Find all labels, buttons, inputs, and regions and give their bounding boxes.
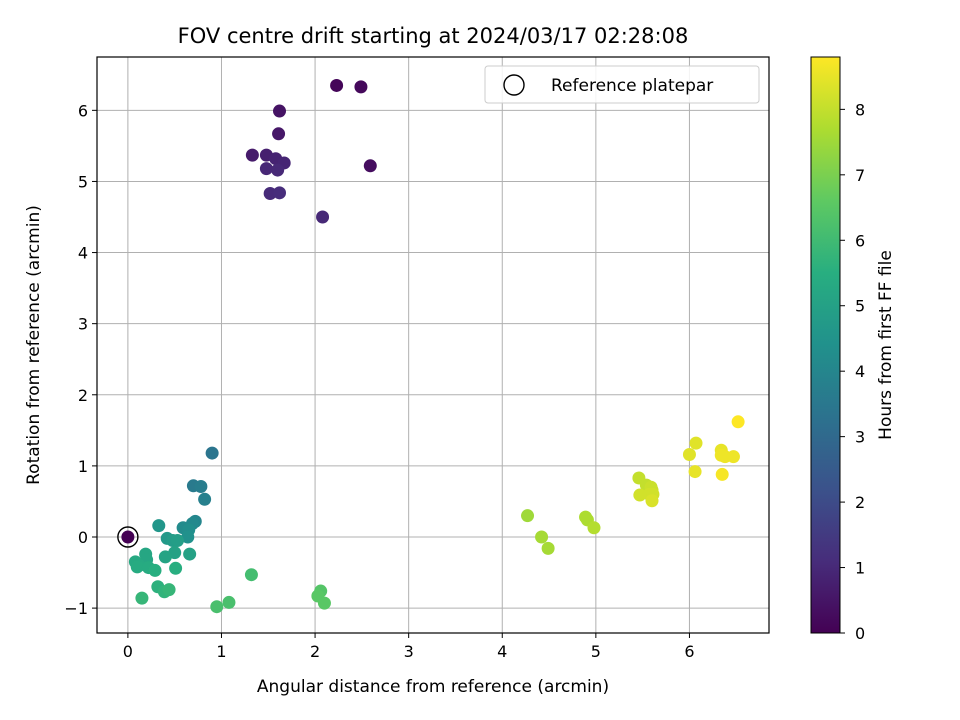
x-tick-label: 5: [591, 642, 601, 661]
data-point: [183, 547, 197, 561]
colorbar-label: Hours from first FF file: [876, 250, 896, 440]
y-tick-label: 6: [78, 101, 88, 120]
colorbar-tick-label: 8: [855, 100, 865, 119]
x-tick-label: 6: [684, 642, 694, 661]
legend-label-reference: Reference platepar: [551, 76, 713, 96]
data-point: [152, 519, 166, 533]
data-point: [330, 78, 344, 92]
y-tick-label: 0: [78, 528, 88, 547]
x-tick-label: 2: [310, 642, 320, 661]
chart-title: FOV centre drift starting at 2024/03/17 …: [178, 24, 689, 48]
data-point: [272, 127, 286, 141]
data-point: [354, 80, 368, 94]
data-point: [271, 163, 285, 177]
data-point: [363, 159, 377, 173]
reference-point-marker: [117, 526, 139, 548]
data-point: [210, 600, 224, 614]
data-point: [587, 521, 601, 535]
data-point: [726, 450, 740, 464]
data-point: [181, 530, 195, 544]
colorbar-tick-label: 5: [855, 297, 865, 316]
data-point: [130, 560, 144, 574]
data-point: [148, 563, 162, 577]
data-point: [682, 448, 696, 462]
data-point: [689, 436, 703, 450]
legend: Reference platepar: [484, 65, 760, 104]
data-point: [715, 467, 729, 481]
data-point: [688, 465, 702, 479]
colorbar-ticks: 0 1 2 3 4 5 6 7 8: [840, 100, 865, 643]
x-axis-label: Angular distance from reference (arcmin): [257, 677, 609, 697]
y-tick-label: 4: [78, 244, 88, 263]
data-point: [170, 534, 184, 548]
legend-box: [484, 65, 760, 104]
colorbar-tick-label: 1: [855, 559, 865, 578]
plot-area-frame: [96, 56, 770, 634]
colorbar-tick-label: 0: [855, 624, 865, 643]
y-tick-label: 5: [78, 172, 88, 191]
x-axis-ticks: 0 1 2 3 4 5 6: [123, 633, 695, 661]
reference-marker: [117, 526, 139, 548]
data-point: [645, 494, 659, 508]
data-point: [273, 186, 287, 200]
data-point: [205, 446, 219, 460]
data-point: [244, 568, 258, 582]
y-axis-label: Rotation from reference (arcmin): [24, 205, 44, 485]
data-point: [535, 530, 549, 544]
colorbar-tick-label: 3: [855, 428, 865, 447]
grid-lines: [97, 57, 769, 633]
y-tick-label: 2: [78, 386, 88, 405]
data-point: [273, 104, 287, 118]
data-point: [198, 492, 212, 506]
y-tick-label: 3: [78, 315, 88, 334]
y-tick-label: −1: [64, 599, 88, 618]
data-point: [259, 162, 273, 176]
data-point: [633, 488, 647, 502]
data-point: [263, 187, 277, 201]
colorbar-gradient: [810, 56, 841, 634]
x-tick-label: 4: [497, 642, 507, 661]
legend-reference-marker: [503, 74, 525, 96]
y-tick-label: 1: [78, 457, 88, 476]
data-point: [162, 583, 176, 597]
data-point: [316, 210, 330, 224]
data-point: [731, 415, 745, 429]
scatter-points: [121, 78, 745, 614]
data-point: [541, 541, 555, 555]
data-point: [121, 530, 135, 544]
data-point: [521, 509, 535, 523]
x-tick-label: 3: [404, 642, 414, 661]
colorbar-tick-label: 7: [855, 166, 865, 185]
y-axis-ticks: −1 0 1 2 3 4 5 6: [64, 101, 97, 618]
data-point: [222, 595, 236, 609]
data-point: [158, 550, 172, 564]
colorbar-tick-label: 2: [855, 493, 865, 512]
data-point: [194, 480, 208, 494]
x-tick-label: 1: [216, 642, 226, 661]
colorbar-tick-label: 4: [855, 362, 865, 381]
x-tick-label: 0: [123, 642, 133, 661]
colorbar-tick-label: 6: [855, 231, 865, 250]
data-point: [245, 148, 259, 162]
data-point: [135, 591, 149, 605]
data-point: [169, 561, 183, 575]
data-point: [317, 596, 331, 610]
